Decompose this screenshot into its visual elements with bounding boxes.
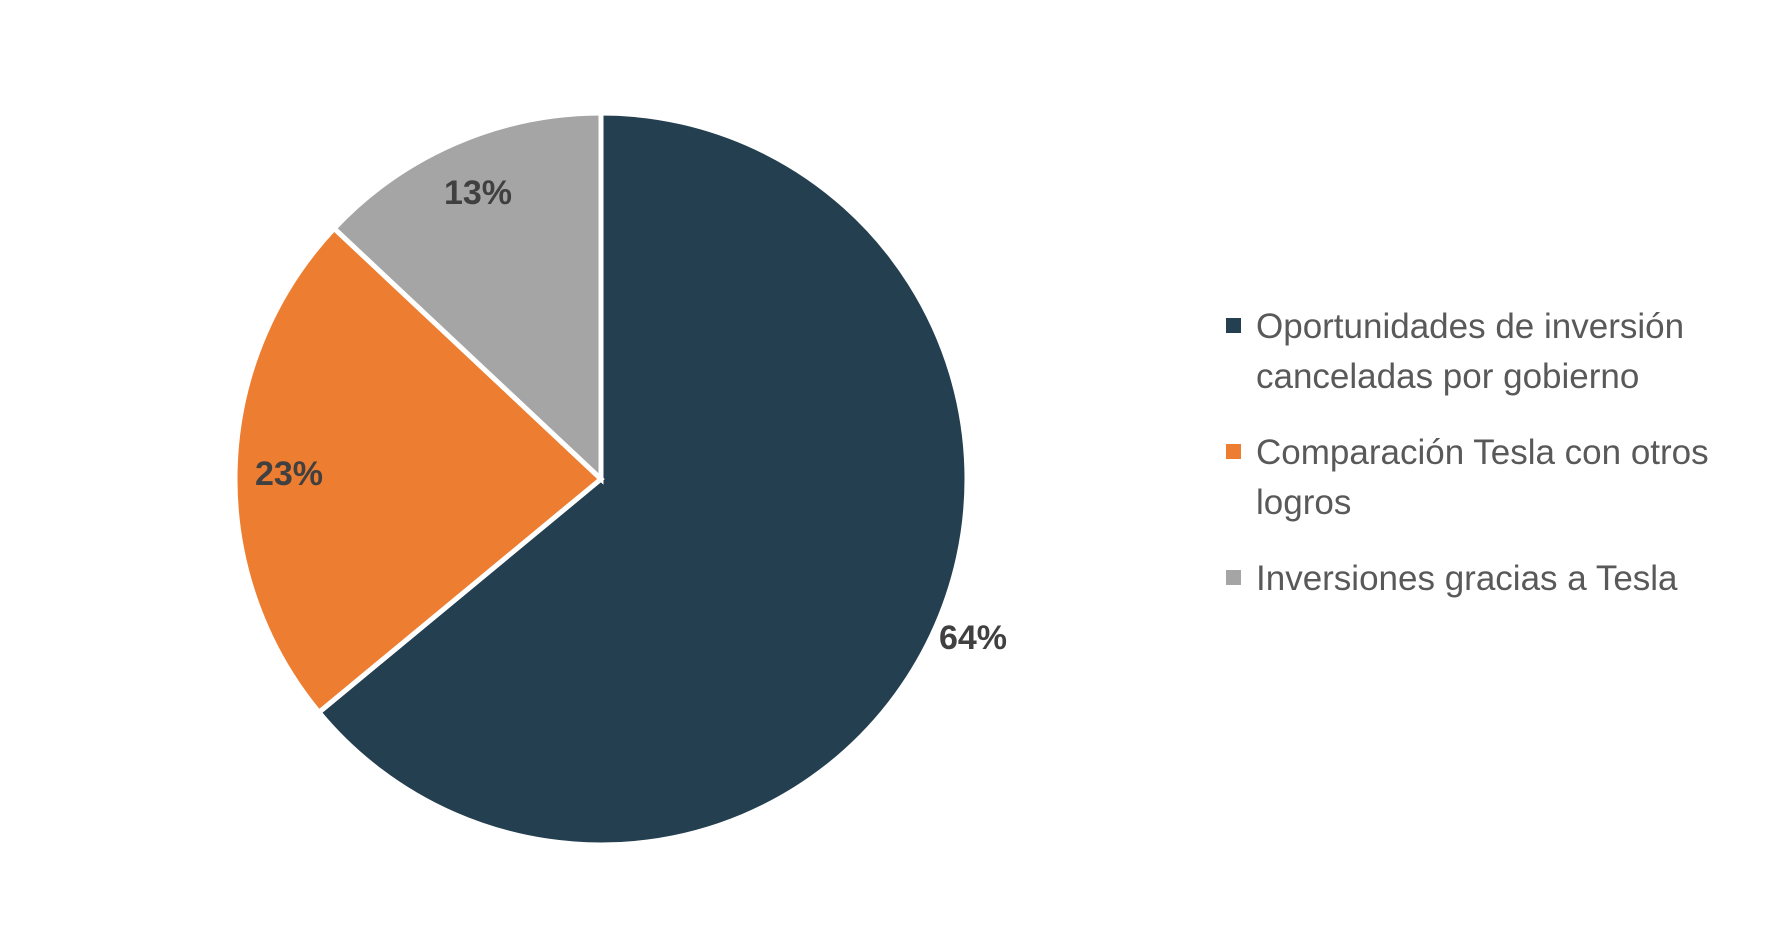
legend-swatch-inversiones (1226, 570, 1241, 585)
pie-slice-comparacion (232, 224, 605, 716)
legend-label-inversiones: Inversiones gracias a Tesla (1256, 559, 1678, 598)
data-label-oportunidades: 64% (939, 619, 1007, 657)
data-label-comparacion: 23% (255, 455, 323, 493)
legend-swatch-comparacion (1226, 444, 1241, 459)
legend-label-oportunidades: Oportunidades de inversión canceladas po… (1256, 307, 1685, 396)
data-label-inversiones: 13% (444, 174, 512, 212)
pie-slice-inversiones (330, 110, 604, 485)
legend-label-comparacion: Comparación Tesla con otros logros (1256, 433, 1709, 522)
legend-item-oportunidades: Oportunidades de inversión canceladas po… (1226, 302, 1766, 402)
legend-item-comparacion: Comparación Tesla con otros logros (1226, 428, 1766, 528)
legend-swatch-oportunidades (1226, 318, 1241, 333)
pie-slice-oportunidades (315, 110, 970, 848)
chart-legend: Oportunidades de inversión canceladas po… (1226, 302, 1766, 630)
legend-item-inversiones: Inversiones gracias a Tesla (1226, 554, 1766, 604)
